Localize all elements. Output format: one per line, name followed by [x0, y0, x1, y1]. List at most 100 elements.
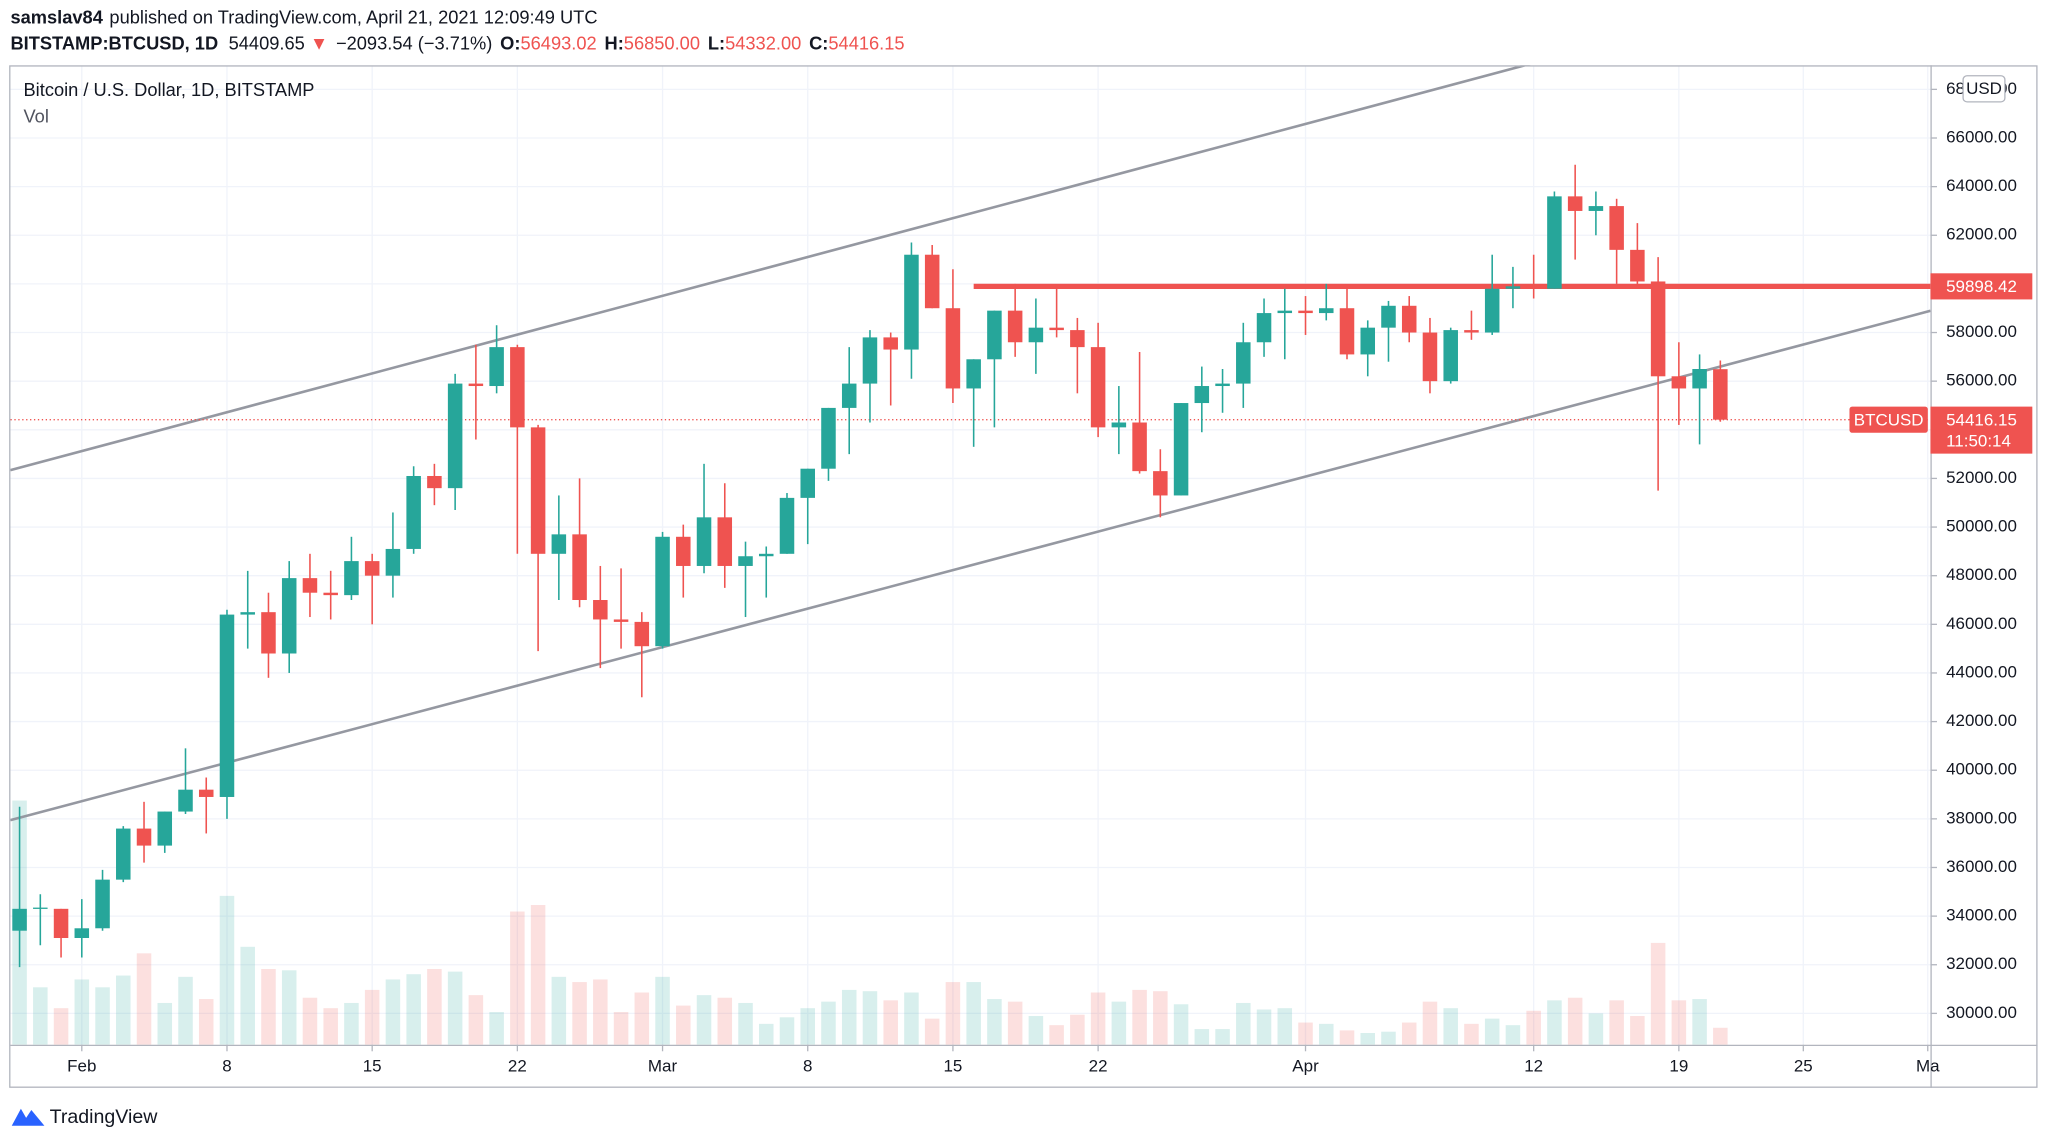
last-price: 54409.65	[229, 32, 305, 53]
volume-bar	[1215, 1029, 1230, 1045]
volume-bar	[198, 999, 214, 1045]
candle-body	[1630, 249, 1645, 282]
axes	[9, 65, 2038, 1088]
volume-bar	[1547, 1000, 1562, 1045]
x-tick-label: 22	[508, 1056, 527, 1075]
y-tick-label: 66000.00	[1946, 127, 2017, 146]
volume-bar	[1630, 1016, 1645, 1045]
candle-body	[1298, 310, 1313, 314]
candle-body	[676, 536, 691, 566]
volume-bar	[1650, 942, 1666, 1045]
y-tick-label: 46000.00	[1946, 614, 2017, 633]
volume-bar	[427, 969, 442, 1045]
high-label: H:	[605, 32, 624, 53]
volume-bar	[883, 1000, 898, 1045]
footer-logo: TradingView	[11, 1106, 158, 1128]
volume-bar	[1319, 1023, 1334, 1045]
candle-body	[302, 578, 318, 593]
volume-bar	[1381, 1031, 1396, 1045]
candle-body	[945, 308, 961, 389]
volume-bar	[510, 911, 525, 1045]
candle-body	[593, 600, 608, 620]
volume-bar	[1298, 1022, 1313, 1045]
candle-body	[1609, 206, 1624, 250]
volume-bar	[157, 1002, 173, 1045]
candle-body	[323, 592, 338, 596]
candle-body	[1692, 369, 1707, 389]
price-badge	[1930, 406, 2033, 454]
candle-body	[1236, 342, 1251, 384]
volume-bar	[676, 1005, 691, 1045]
symbol-badge	[1849, 406, 1928, 433]
candle-body	[987, 310, 1002, 360]
volume-bar	[821, 1001, 836, 1045]
symbol-badge-label: BTCUSD	[1854, 410, 1924, 429]
volume-bar	[1526, 1010, 1541, 1045]
candle-body	[1650, 281, 1666, 377]
volume-bar	[1505, 1025, 1521, 1045]
candle-body	[1713, 369, 1728, 420]
candle-body	[261, 612, 276, 654]
candle-body	[1007, 310, 1023, 343]
candle-body	[427, 475, 442, 489]
high-value: 56850.00	[624, 32, 700, 53]
candle-body	[116, 828, 131, 880]
volume-bar	[1173, 1004, 1189, 1045]
candle-body	[966, 359, 981, 389]
y-tick-label: 44000.00	[1946, 662, 2017, 681]
candle-body	[510, 347, 525, 428]
volume-bar	[613, 1012, 629, 1045]
y-tick-label: 64000.00	[1946, 176, 2017, 195]
volume-bar	[717, 997, 733, 1045]
volume-bar	[1007, 1001, 1023, 1045]
logo-icon	[11, 1108, 45, 1126]
x-tick-label: Apr	[1292, 1056, 1319, 1075]
candle-body	[634, 621, 650, 647]
channel-lower-line	[10, 309, 1931, 822]
volume-bar	[406, 974, 421, 1045]
y-tick-label: 40000.00	[1946, 760, 2017, 779]
candle-body	[53, 908, 69, 939]
candles	[12, 164, 1728, 968]
candle-body	[1173, 403, 1189, 496]
change: −2093.54 (−3.71%)	[336, 32, 492, 53]
volume-legend: Vol	[24, 105, 49, 126]
volume-bar	[1692, 999, 1707, 1045]
currency-box[interactable]	[1962, 75, 2006, 103]
volume-bar	[1422, 1001, 1438, 1045]
candle-body	[1215, 383, 1230, 387]
volume-bar	[1153, 991, 1168, 1045]
volume-bar	[1256, 1009, 1272, 1045]
volume-bar	[281, 970, 297, 1045]
volume-bar	[551, 976, 567, 1045]
y-tick-label: 34000.00	[1946, 906, 2017, 925]
volume-bar	[1090, 992, 1106, 1045]
y-tick-label: 48000.00	[1946, 565, 2017, 584]
volume-bar	[1132, 989, 1147, 1045]
drawings	[10, 65, 1931, 822]
candle-body	[468, 383, 484, 387]
chart-border	[9, 65, 2038, 1088]
open-value: 56493.02	[520, 32, 596, 53]
published: published on TradingView.com, April 21, …	[109, 6, 597, 27]
candle-body	[1464, 330, 1479, 333]
header-line-2: BITSTAMP:BTCUSD, 1D 54409.65 ▼ −2093.54 (−3…	[10, 32, 904, 53]
volume-bar	[385, 979, 401, 1045]
y-tick-label: 30000.00	[1946, 1003, 2017, 1022]
volume-bar	[1236, 1002, 1251, 1045]
candle-body	[1381, 305, 1396, 328]
candle-body	[1070, 330, 1085, 348]
candle-body	[1526, 286, 1541, 289]
x-tick-label: Ma	[1916, 1056, 1940, 1075]
x-tick-label: 19	[1669, 1056, 1688, 1075]
currency[interactable]: USD	[1966, 79, 2002, 98]
candle-body	[904, 254, 919, 350]
candle-body	[1339, 308, 1355, 355]
y-tick-label: 62000.00	[1946, 225, 2017, 244]
volume-bar	[1609, 1000, 1624, 1045]
volume-bar	[945, 982, 961, 1045]
candle-body	[738, 556, 753, 566]
volume-bar	[344, 1002, 359, 1045]
y-tick-label: 58000.00	[1946, 322, 2017, 341]
volume-bar	[240, 946, 255, 1045]
